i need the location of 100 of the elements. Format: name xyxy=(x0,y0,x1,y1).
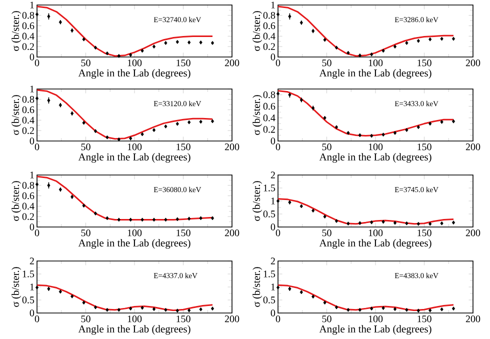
x-tick-label: 150 xyxy=(176,316,190,322)
y-tick-label: 0.5 xyxy=(263,210,276,218)
x-tick-label: 150 xyxy=(176,144,190,150)
x-axis-title: Angle in the Lab (degrees) xyxy=(319,69,432,79)
x-tick-label: 150 xyxy=(418,144,432,150)
y-tick-label: 1 xyxy=(30,284,34,290)
x-axis-title: Angle in the Lab (degrees) xyxy=(319,153,432,163)
x-tick-label: 50 xyxy=(322,144,332,150)
y-tick-label: 1 xyxy=(271,2,275,8)
y-tick-label: 0.8 xyxy=(22,96,34,103)
x-tick-label: 200 xyxy=(466,230,480,236)
y-tick-label: 0.8 xyxy=(263,12,276,19)
y-tick-label: 0.6 xyxy=(22,192,34,200)
x-tick-label: 0 xyxy=(276,230,280,236)
x-tick-label: 100 xyxy=(128,60,142,66)
y-tick-label: 1 xyxy=(30,2,34,8)
x-tick-label: 50 xyxy=(322,316,332,322)
y-tick-label: 0.2 xyxy=(22,127,34,134)
y-tick-label: 0.6 xyxy=(22,106,34,114)
x-tick-label: 50 xyxy=(322,60,332,66)
x-axis-title: Angle in the Lab (degrees) xyxy=(319,325,432,335)
x-tick-label: 200 xyxy=(224,230,240,236)
y-tick-label: 1.5 xyxy=(264,270,276,278)
x-tick-label: 0 xyxy=(34,60,40,66)
y-tick-label: 0.4 xyxy=(22,116,34,124)
y-tick-label: 0.2 xyxy=(263,43,275,50)
x-tick-label: 150 xyxy=(176,230,190,236)
x-tick-label: 150 xyxy=(418,230,432,236)
y-tick-label: 1.5 xyxy=(264,184,276,192)
y-tick-label: 0 xyxy=(270,138,276,144)
x-tick-label: 100 xyxy=(368,144,383,150)
y-tick-label: 0.8 xyxy=(263,91,276,98)
y-tick-label: 0 xyxy=(270,54,276,60)
y-axis-title: σ (b/ster.) xyxy=(252,267,262,307)
x-tick-label: 150 xyxy=(176,60,190,66)
y-tick-label: 0 xyxy=(30,138,34,144)
y-tick-label: 1 xyxy=(30,172,34,178)
x-tick-label: 200 xyxy=(466,144,480,150)
y-tick-label: 2 xyxy=(30,258,34,264)
x-axis-title: Angle in the Lab (degrees) xyxy=(78,153,190,163)
y-tick-label: 1.5 xyxy=(22,270,34,278)
y-tick-label: 0 xyxy=(30,54,34,60)
y-tick-label: 0.6 xyxy=(263,102,276,110)
y-tick-label: 0.6 xyxy=(263,22,276,30)
y-axis-title: σ (b/ster.) xyxy=(252,11,262,51)
x-tick-label: 100 xyxy=(368,316,383,322)
x-tick-label: 200 xyxy=(224,144,240,150)
x-tick-label: 100 xyxy=(368,230,383,236)
y-tick-label: 0.5 xyxy=(22,296,34,304)
y-tick-label: 1 xyxy=(30,86,34,92)
y-tick-label: 0.4 xyxy=(22,202,34,210)
y-tick-label: 1 xyxy=(271,284,275,290)
y-tick-label: 0.6 xyxy=(22,22,34,30)
x-axis-title: Angle in the Lab (degrees) xyxy=(319,239,432,249)
y-tick-label: 0 xyxy=(270,310,276,316)
y-axis-title: σ (b/ster.) xyxy=(12,267,22,307)
y-tick-label: 0.4 xyxy=(263,114,276,122)
y-tick-label: 0.8 xyxy=(22,182,34,189)
y-tick-label: 0.2 xyxy=(22,43,34,50)
x-tick-label: 0 xyxy=(276,316,280,322)
y-tick-label: 1 xyxy=(271,198,275,204)
x-tick-label: 50 xyxy=(81,230,90,236)
x-tick-label: 50 xyxy=(81,60,90,66)
y-tick-label: 0.8 xyxy=(22,12,34,19)
x-tick-label: 0 xyxy=(276,144,280,150)
x-tick-label: 100 xyxy=(368,60,383,66)
x-tick-label: 150 xyxy=(418,316,432,322)
x-tick-label: 200 xyxy=(224,60,240,66)
x-tick-label: 100 xyxy=(128,316,142,322)
x-tick-label: 100 xyxy=(128,144,142,150)
y-axis-title: σ (b/ster.) xyxy=(12,11,22,51)
y-axis-title: σ (b/ster.) xyxy=(12,181,22,221)
x-axis-title: Angle in the Lab (degrees) xyxy=(78,69,190,79)
x-tick-label: 50 xyxy=(81,316,90,322)
x-tick-label: 0 xyxy=(34,144,40,150)
x-axis-title: Angle in the Lab (degrees) xyxy=(78,239,190,249)
y-tick-label: 0.4 xyxy=(263,32,276,40)
x-tick-label: 50 xyxy=(81,144,90,150)
y-tick-label: 0 xyxy=(30,310,34,316)
x-axis-title: Angle in the Lab (degrees) xyxy=(78,325,190,335)
y-tick-label: 0.2 xyxy=(22,213,34,220)
y-tick-label: 2 xyxy=(270,258,275,264)
x-tick-label: 100 xyxy=(128,230,142,236)
x-tick-label: 0 xyxy=(276,60,280,66)
y-tick-label: 2 xyxy=(270,172,275,178)
x-tick-label: 200 xyxy=(224,316,240,322)
y-tick-label: 0.2 xyxy=(263,126,275,133)
x-tick-label: 0 xyxy=(34,316,40,322)
y-axis-title: σ (b/ster.) xyxy=(252,181,262,221)
x-tick-label: 200 xyxy=(466,60,480,66)
y-tick-label: 0 xyxy=(270,224,276,230)
y-tick-label: 0.4 xyxy=(22,32,34,40)
x-tick-label: 200 xyxy=(466,316,480,322)
x-tick-label: 50 xyxy=(322,230,332,236)
x-tick-label: 150 xyxy=(418,60,432,66)
y-tick-label: 0.5 xyxy=(263,296,276,304)
y-axis-title: σ (b/ster.) xyxy=(252,95,262,135)
x-tick-label: 0 xyxy=(34,230,40,236)
y-tick-label: 0 xyxy=(30,224,34,230)
y-axis-title: σ (b/ster.) xyxy=(12,95,22,135)
